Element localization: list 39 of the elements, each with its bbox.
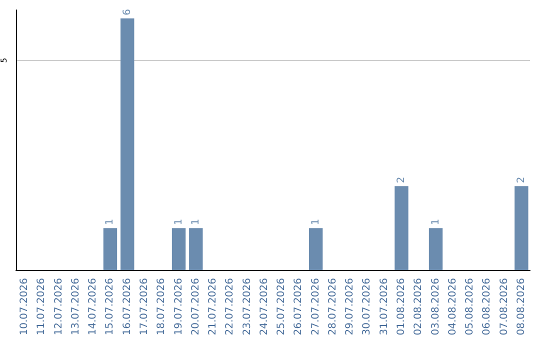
x-tick-label: 15.07.2026 (104, 278, 116, 336)
x-tick-label: 11.07.2026 (36, 278, 48, 336)
x-tick-label: 31.07.2026 (378, 278, 390, 336)
x-tick-label: 03.08.2026 (430, 278, 442, 336)
x-tick-label: 18.07.2026 (156, 278, 168, 336)
x-tick-label: 06.08.2026 (482, 278, 493, 336)
x-tick-label: 25.07.2026 (276, 278, 288, 336)
x-tick-label: 19.07.2026 (173, 278, 184, 336)
data-label: 2 (516, 176, 527, 184)
data-label: 1 (310, 218, 322, 226)
data-label: 2 (396, 176, 407, 184)
y-tick-label: 5 (0, 58, 8, 63)
x-tick-label: 16.07.2026 (122, 278, 133, 336)
data-label: 1 (104, 218, 116, 226)
x-tick-label: 30.07.2026 (362, 278, 373, 336)
x-tick-label: 27.07.2026 (310, 278, 322, 336)
x-tick-label: 28.07.2026 (327, 278, 338, 336)
data-label: 6 (122, 9, 133, 16)
x-tick-label: 10.07.2026 (19, 278, 30, 336)
x-tick-label: 01.08.2026 (396, 278, 407, 336)
x-tick-label: 17.07.2026 (139, 278, 150, 336)
x-tick-label: 02.08.2026 (413, 278, 424, 336)
x-tick-label: 26.07.2026 (293, 278, 304, 336)
x-tick-label: 13.07.2026 (70, 278, 82, 336)
x-tick-label: 08.08.2026 (516, 278, 527, 336)
data-label: 1 (430, 218, 442, 226)
x-tick-label: 29.07.2026 (344, 278, 356, 336)
x-tick-label: 04.08.2026 (447, 278, 458, 336)
x-tick-label: 05.08.2026 (464, 278, 476, 336)
x-tick-label: 23.07.2026 (242, 278, 253, 336)
x-tick-label: 07.08.2026 (498, 278, 510, 336)
x-tick-label: 21.07.2026 (208, 278, 219, 336)
x-tick-label: 22.07.2026 (224, 278, 236, 336)
x-tick-label: 14.07.2026 (88, 278, 99, 336)
x-tick-label: 24.07.2026 (258, 278, 270, 336)
data-label: 1 (173, 218, 184, 226)
x-tick-label: 20.07.2026 (190, 278, 202, 336)
x-tick-label: 12.07.2026 (53, 278, 64, 336)
data-label: 1 (190, 218, 202, 226)
